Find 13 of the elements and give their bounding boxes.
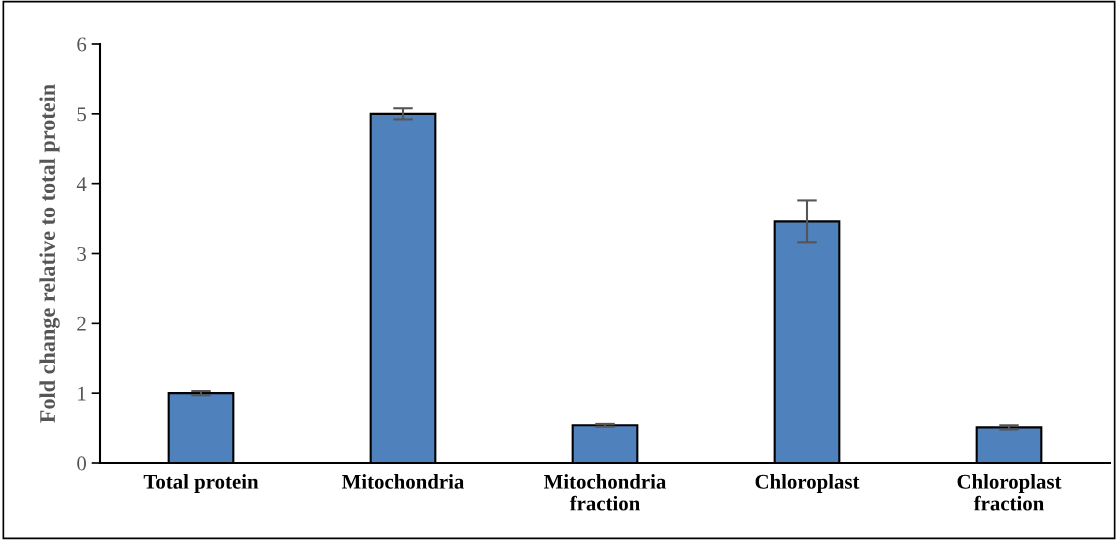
x-tick-label: Chloroplast — [755, 474, 860, 493]
y-tick-label: 3 — [77, 246, 86, 261]
y-tick-label: 2 — [77, 316, 86, 331]
x-tick-label: Total protein — [143, 474, 259, 493]
y-tick-label: 5 — [77, 107, 86, 122]
y-tick-label: 1 — [78, 386, 86, 401]
y-tick-label: 6 — [77, 37, 87, 52]
x-tick-label: Mitochondria fraction — [544, 474, 667, 511]
y-tick-label: 4 — [76, 177, 87, 191]
y-tick-label: 0 — [77, 456, 87, 471]
x-tick-label: Mitochondria — [342, 474, 465, 489]
x-tick-label: Chloroplast fraction — [957, 474, 1062, 511]
y-axis-title: Fold change relative to total protein — [39, 84, 60, 423]
